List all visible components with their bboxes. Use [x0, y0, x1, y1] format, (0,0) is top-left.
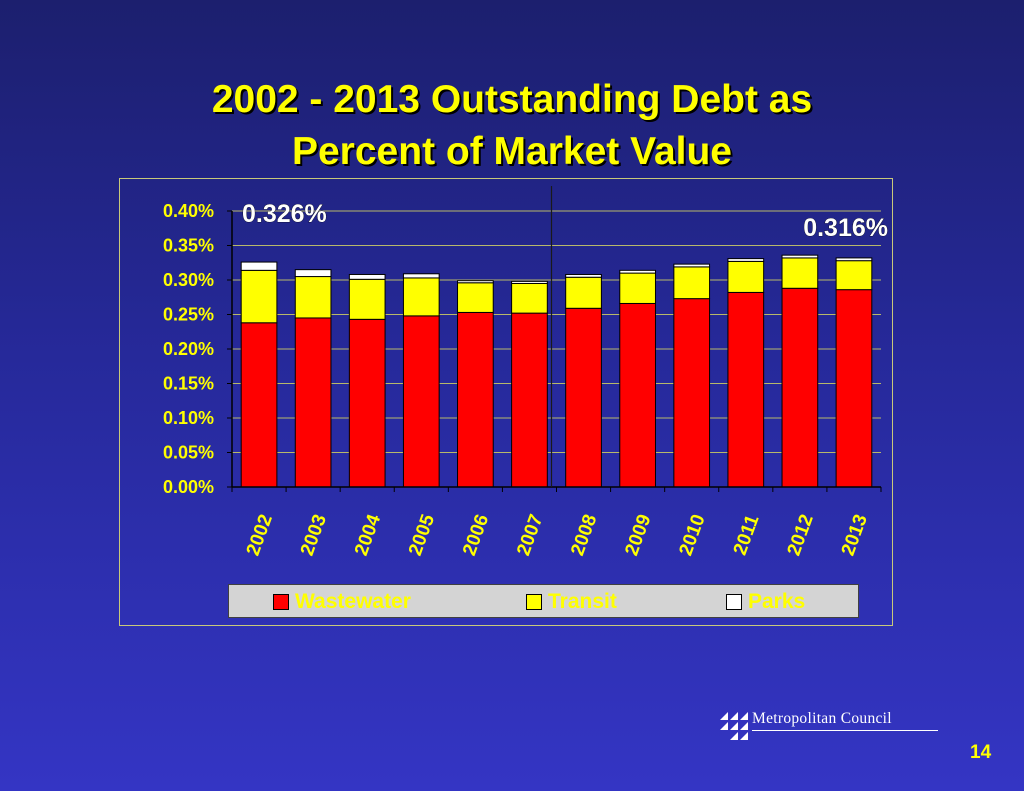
bar-wastewater-2011 [727, 291, 765, 488]
x-tick-label-2011: 2011 [730, 512, 764, 558]
legend-item-wastewater: Wastewater [273, 585, 411, 619]
bar-parks-2006 [457, 280, 494, 284]
chart-legend: Wastewater Transit Parks [228, 584, 859, 618]
slide-title: 2002 - 2013 Outstanding Debt as Percent … [0, 74, 1024, 178]
legend-label-parks: Parks [748, 590, 806, 613]
bar-parks-2009 [619, 269, 656, 274]
x-tick-label-2006: 2006 [459, 512, 493, 559]
y-tick-label: 0.20% [163, 339, 214, 359]
legend-swatch-wastewater [273, 594, 289, 610]
x-tick-label-2010: 2010 [675, 512, 709, 559]
bar-wastewater-2013 [835, 289, 873, 488]
x-tick-label-2007: 2007 [513, 512, 547, 559]
page-number: 14 [970, 742, 992, 763]
legend-item-transit: Transit [526, 585, 617, 619]
bar-parks-2010 [673, 263, 711, 268]
bar-wastewater-2005 [402, 315, 440, 488]
x-tick-label-2008: 2008 [567, 512, 601, 559]
legend-label-transit: Transit [548, 590, 617, 613]
y-tick-label: 0.30% [163, 270, 214, 290]
bar-transit-2012 [781, 257, 819, 289]
bar-transit-2006 [457, 282, 494, 313]
logo-text: Metropolitan Council [752, 710, 892, 727]
title-line-2: Percent of Market Value [291, 130, 732, 173]
y-tick-label: 0.40% [163, 201, 214, 221]
bar-parks-2012 [781, 254, 819, 259]
bar-transit-2010 [673, 266, 711, 300]
bar-parks-2003 [294, 269, 332, 278]
bar-transit-2013 [835, 260, 873, 291]
bar-parks-2011 [727, 258, 765, 262]
y-tick-label: 0.25% [163, 305, 214, 325]
bar-parks-2005 [402, 273, 440, 279]
y-tick-label: 0.15% [163, 374, 214, 394]
x-tick-label-2005: 2005 [405, 511, 439, 558]
legend-item-parks: Parks [726, 585, 805, 619]
bar-wastewater-2007 [511, 312, 548, 488]
bar-wastewater-2009 [619, 302, 656, 488]
bar-wastewater-2012 [781, 287, 819, 488]
bar-wastewater-2004 [348, 318, 386, 488]
y-tick-label: 0.05% [163, 443, 214, 463]
y-tick-label: 0.00% [163, 477, 214, 497]
annotation-2013-total: 0.316% [803, 214, 888, 242]
annotation-2002-total: 0.326% [242, 200, 327, 228]
bar-transit-2005 [402, 277, 440, 317]
x-tick-label-2012: 2012 [784, 512, 818, 559]
x-tick-label-2003: 2003 [297, 512, 331, 559]
bar-transit-2008 [565, 276, 602, 309]
bar-parks-2007 [511, 280, 548, 284]
x-tick-label-2013: 2013 [838, 512, 872, 559]
chart-frame [119, 178, 893, 626]
bar-transit-2004 [348, 278, 386, 320]
metropolitan-council-logo: Metropolitan Council [720, 710, 940, 744]
bar-parks-2008 [565, 273, 602, 278]
logo-rule [752, 730, 938, 731]
bar-transit-2007 [511, 282, 548, 314]
legend-label-wastewater: Wastewater [295, 590, 411, 613]
bar-parks-2004 [348, 273, 386, 280]
x-tick-label-2002: 2002 [243, 512, 277, 559]
y-tick-label: 0.10% [163, 408, 214, 428]
bar-wastewater-2010 [673, 298, 711, 488]
x-tick-label-2009: 2009 [621, 512, 655, 559]
logo-mark-icon [720, 712, 748, 740]
legend-swatch-parks [726, 594, 742, 610]
bar-wastewater-2006 [457, 311, 494, 488]
legend-swatch-transit [526, 594, 542, 610]
y-tick-label: 0.35% [163, 236, 214, 256]
bar-wastewater-2002 [240, 322, 278, 488]
bar-transit-2009 [619, 272, 656, 304]
bar-transit-2011 [727, 260, 765, 293]
bar-parks-2002 [240, 261, 278, 271]
bar-parks-2013 [835, 257, 873, 262]
title-line-1: 2002 - 2013 Outstanding Debt as [211, 78, 813, 121]
bar-transit-2003 [294, 276, 332, 319]
bar-transit-2002 [240, 269, 278, 324]
x-tick-label-2004: 2004 [351, 511, 385, 558]
bar-wastewater-2008 [565, 307, 602, 488]
bar-wastewater-2003 [294, 317, 332, 488]
